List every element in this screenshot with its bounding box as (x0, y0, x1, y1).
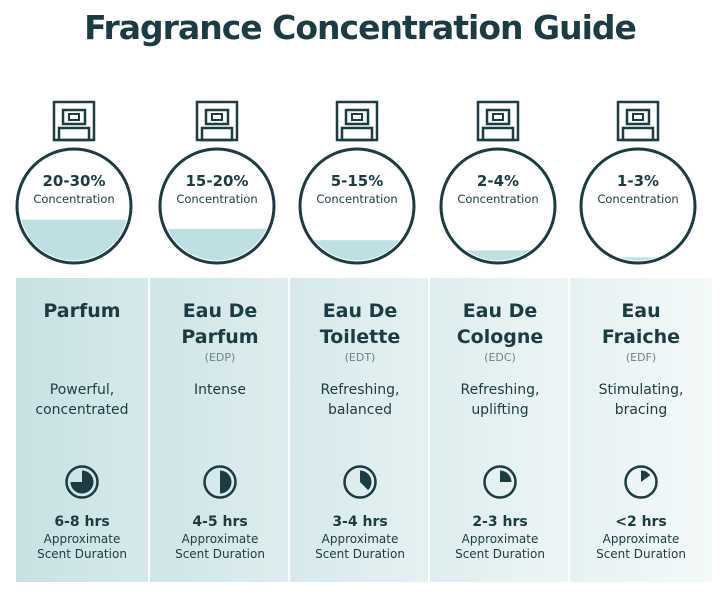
concentration-percent: 15-20% (185, 172, 249, 190)
bottle-icon (158, 100, 276, 265)
fragrance-name: Parfum (16, 298, 148, 324)
duration-label-line2: Scent Duration (315, 547, 405, 561)
scent-duration-label: Approximate Scent Duration (16, 532, 148, 562)
scent-duration-label: Approximate Scent Duration (150, 532, 290, 562)
bottle-icon (298, 100, 416, 265)
fragrance-name-line1: Eau (621, 300, 661, 322)
fragrance-column: Eau Fraiche (EDF) Stimulating, bracing <2 hrs… (568, 278, 712, 582)
concentration-label: Concentration (33, 192, 115, 206)
scent-duration: 3-4 hrs (332, 514, 388, 530)
page-title: Fragrance Concentration Guide (84, 8, 637, 47)
concentration-label: Concentration (176, 192, 258, 206)
duration-label-line2: Scent Duration (37, 547, 127, 561)
duration-wedge (220, 470, 232, 494)
scent-duration-label: Approximate Scent Duration (290, 532, 430, 562)
fragrance-description: Intense (150, 380, 290, 400)
concentration-label: Concentration (316, 192, 398, 206)
clock-pie-icon (483, 465, 517, 499)
duration-wedge (70, 470, 94, 494)
perfume-bottle: 1-3% Concentration (573, 98, 703, 268)
fragrance-name: Eau Fraiche (570, 298, 712, 350)
duration-wedge (360, 470, 372, 491)
clock-pie-icon (343, 465, 377, 499)
type-columns: Parfum Powerful, concentrated 6-8 hrs Approx… (16, 278, 712, 582)
concentration-percent: 5-15% (330, 172, 384, 190)
fragrance-abbreviation: (EDP) (204, 351, 236, 364)
perfume-bottle: 15-20% Concentration (152, 98, 282, 268)
description-line1: Powerful, (49, 382, 115, 398)
duration-label-line1: Approximate (321, 532, 399, 546)
description-line1: Intense (194, 382, 246, 398)
clock-pie-icon (624, 465, 658, 499)
duration-wedge (641, 470, 651, 482)
fragrance-name: Eau De Parfum (150, 298, 290, 350)
fragrance-description: Stimulating, bracing (570, 380, 712, 420)
fragrance-description: Powerful, concentrated (16, 380, 148, 420)
scent-duration: 6-8 hrs (54, 514, 110, 530)
duration-label-line2: Scent Duration (596, 547, 686, 561)
fragrance-column: Eau De Toilette (EDT) Refreshing, balanced 3-… (288, 278, 430, 582)
concentration-label: Concentration (597, 192, 679, 206)
fragrance-name-line2: Toilette (319, 326, 401, 348)
duration-label-line1: Approximate (602, 532, 680, 546)
concentration-percent: 1-3% (616, 172, 660, 190)
fragrance-abbreviation: (EDF) (625, 351, 657, 364)
perfume-bottle: 2-4% Concentration (433, 98, 563, 268)
clock-pie-icon (65, 465, 99, 499)
fragrance-name-line1: Eau De (182, 300, 258, 322)
fragrance-abbreviation: (EDT) (344, 351, 376, 364)
bottle-row: 20-30% Concentration 15-20% Concentration 5-… (0, 98, 720, 268)
fragrance-name-line2: Fraiche (601, 326, 681, 348)
bottle-icon (439, 100, 557, 265)
description-line1: Refreshing, (460, 382, 540, 398)
description-line2: concentrated (35, 402, 129, 418)
duration-label-line1: Approximate (43, 532, 121, 546)
duration-label-line1: Approximate (461, 532, 539, 546)
bottle-icon (15, 100, 133, 265)
scent-duration: 4-5 hrs (192, 514, 248, 530)
description-line2: bracing (614, 402, 668, 418)
fragrance-name: Eau De Cologne (430, 298, 570, 350)
duration-label-line2: Scent Duration (455, 547, 545, 561)
scent-duration-label: Approximate Scent Duration (570, 532, 712, 562)
description-line1: Stimulating, (598, 382, 684, 398)
concentration-percent: 20-30% (42, 172, 106, 190)
duration-label-line2: Scent Duration (175, 547, 265, 561)
scent-duration: 2-3 hrs (472, 514, 528, 530)
scent-duration-label: Approximate Scent Duration (430, 532, 570, 562)
fragrance-column: Eau De Parfum (EDP) Intense 4-5 hrs Approxima… (148, 278, 290, 582)
liquid-level (443, 250, 553, 261)
fragrance-name-line1: Parfum (43, 300, 121, 322)
concentration-percent: 2-4% (476, 172, 520, 190)
fragrance-name-line1: Eau De (462, 300, 538, 322)
fragrance-column: Eau De Cologne (EDC) Refreshing, uplifting 2-… (428, 278, 570, 582)
duration-label-line1: Approximate (181, 532, 259, 546)
bottle-icon (579, 100, 697, 265)
fragrance-description: Refreshing, balanced (290, 380, 430, 420)
clock-pie-icon (203, 465, 237, 499)
description-line2: balanced (327, 402, 392, 418)
description-line1: Refreshing, (320, 382, 400, 398)
description-line2: uplifting (471, 402, 529, 418)
scent-duration: <2 hrs (615, 514, 667, 530)
liquid-level (583, 257, 693, 261)
fragrance-name-line2: Cologne (456, 326, 544, 348)
fragrance-name-line1: Eau De (322, 300, 398, 322)
fragrance-description: Refreshing, uplifting (430, 380, 570, 420)
perfume-bottle: 20-30% Concentration (9, 98, 139, 268)
duration-wedge (500, 470, 512, 482)
fragrance-column: Parfum Powerful, concentrated 6-8 hrs Approx… (16, 278, 148, 582)
concentration-label: Concentration (457, 192, 539, 206)
fragrance-abbreviation: (EDC) (484, 351, 516, 364)
fragrance-name-line2: Parfum (181, 326, 259, 348)
fragrance-name: Eau De Toilette (290, 298, 430, 350)
perfume-bottle: 5-15% Concentration (292, 98, 422, 268)
liquid-level (19, 219, 129, 261)
